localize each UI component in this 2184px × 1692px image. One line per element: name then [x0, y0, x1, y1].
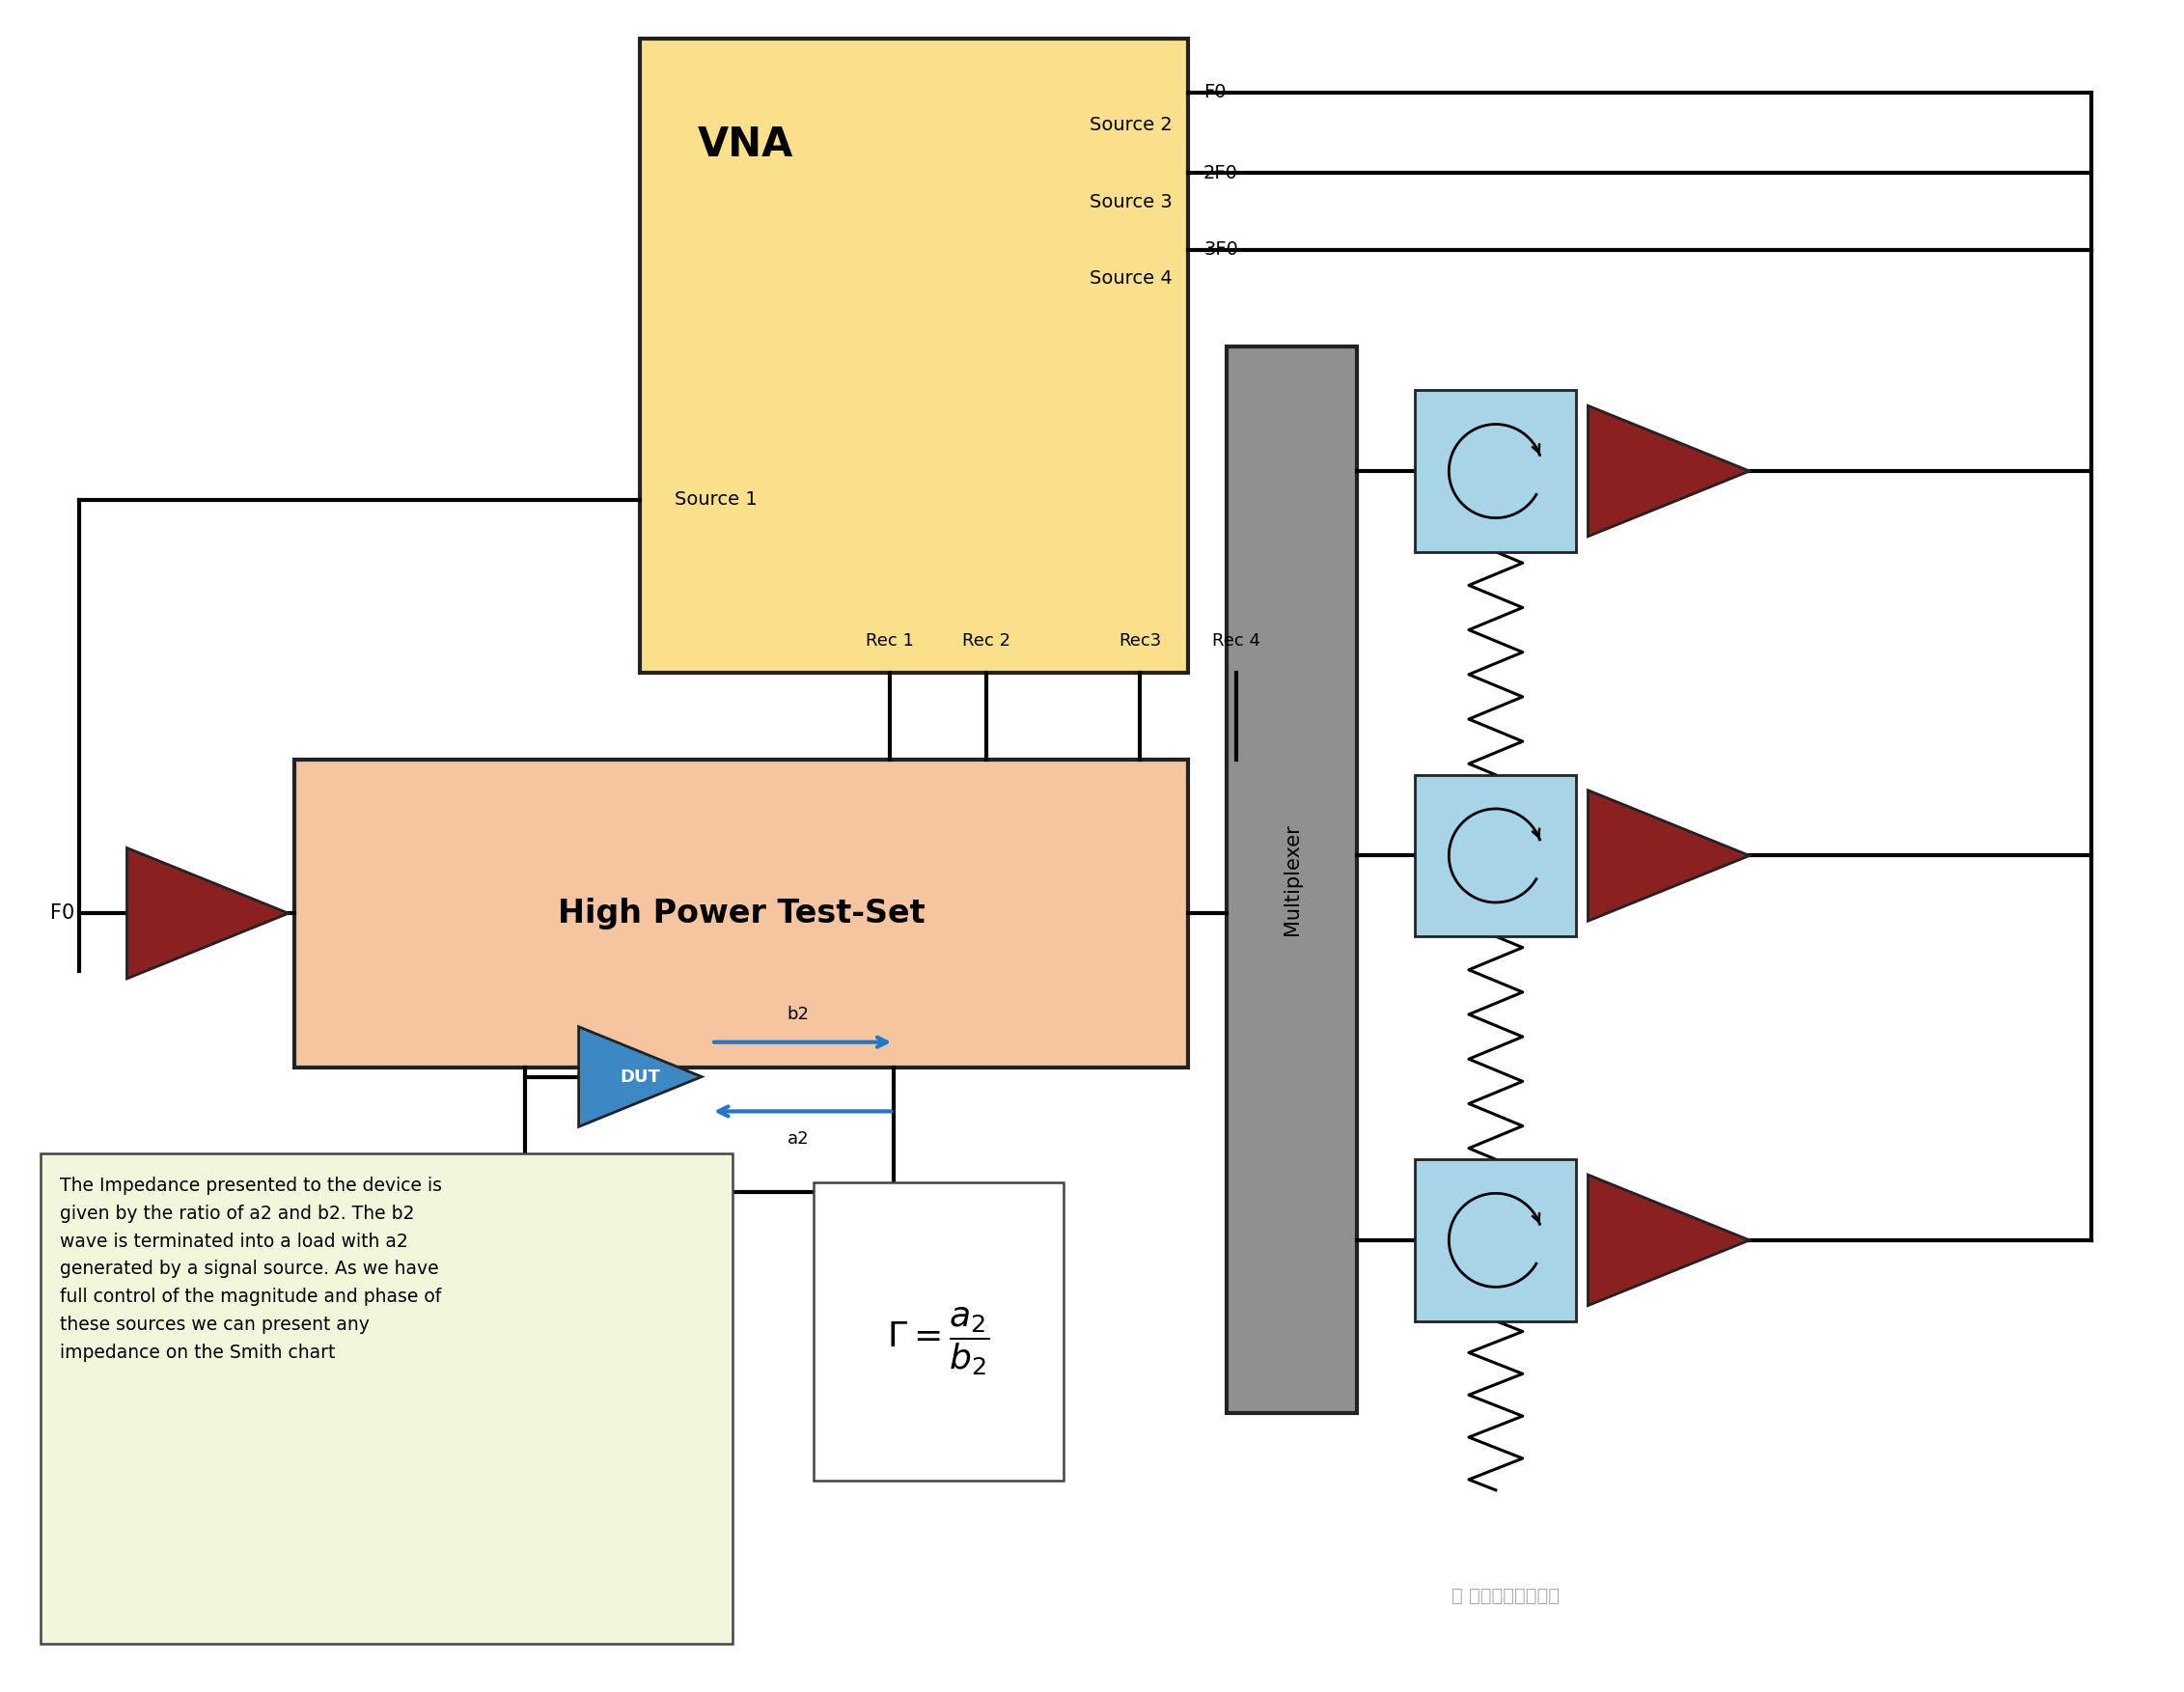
Text: Rec 2: Rec 2: [963, 633, 1011, 650]
Bar: [1227, 347, 1356, 1413]
Text: VNA: VNA: [699, 125, 793, 166]
Bar: [812, 1183, 1064, 1480]
Text: Source 3: Source 3: [1090, 193, 1173, 212]
Bar: [39, 1154, 732, 1645]
Text: DUT: DUT: [620, 1068, 660, 1085]
Text: $\Gamma = \dfrac{a_2}{b_2}$: $\Gamma = \dfrac{a_2}{b_2}$: [887, 1305, 989, 1377]
Text: Rec 1: Rec 1: [867, 633, 915, 650]
Text: The Impedance presented to the device is
given by the ratio of a2 and b2. The b2: The Impedance presented to the device is…: [59, 1176, 441, 1362]
Bar: [1415, 1159, 1577, 1321]
Text: Source 4: Source 4: [1090, 269, 1173, 288]
Bar: [640, 39, 1188, 673]
Text: 3F0: 3F0: [1203, 240, 1238, 259]
Polygon shape: [1588, 790, 1749, 920]
Text: a2: a2: [786, 1130, 808, 1147]
Polygon shape: [127, 848, 288, 978]
Text: Rec3: Rec3: [1118, 633, 1162, 650]
Polygon shape: [1588, 406, 1749, 536]
Text: 🐾 罗德与施瓦茨中国: 🐾 罗德与施瓦茨中国: [1452, 1587, 1559, 1606]
Polygon shape: [1588, 1174, 1749, 1306]
Bar: [1415, 775, 1577, 936]
Text: F0: F0: [50, 904, 74, 922]
Bar: [1415, 391, 1577, 552]
Text: Multiplexer: Multiplexer: [1282, 824, 1302, 936]
Text: b2: b2: [786, 1005, 808, 1024]
Text: 2F0: 2F0: [1203, 164, 1238, 183]
Text: Source 2: Source 2: [1090, 115, 1173, 134]
Text: F0: F0: [1203, 83, 1225, 102]
Text: Rec 4: Rec 4: [1212, 633, 1260, 650]
Text: Source 1: Source 1: [675, 491, 758, 509]
Polygon shape: [579, 1027, 701, 1127]
Text: High Power Test-Set: High Power Test-Set: [557, 897, 924, 929]
Bar: [295, 760, 1188, 1068]
